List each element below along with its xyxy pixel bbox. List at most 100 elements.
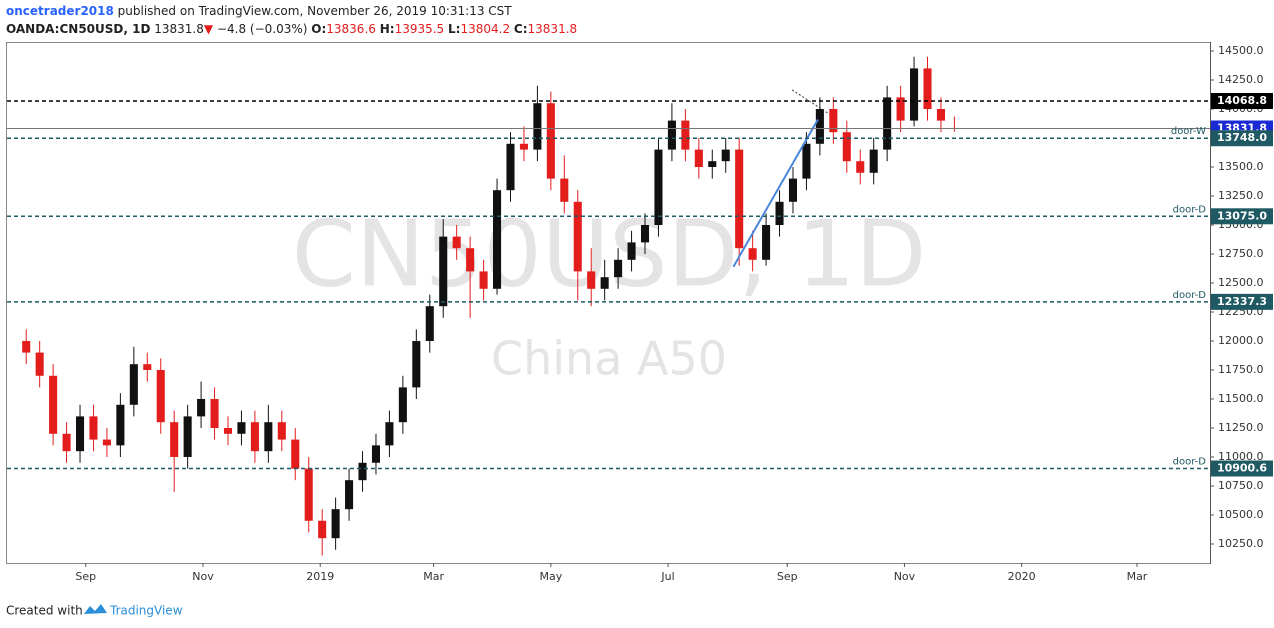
x-tick-label: Nov <box>192 570 214 583</box>
candle-body <box>102 439 111 446</box>
x-tick-label: Sep <box>75 570 96 583</box>
candle-body <box>277 422 286 440</box>
y-tick-label: 14500.0 <box>1218 44 1264 57</box>
candle-body <box>412 340 421 388</box>
change: −4.8 (−0.03%) <box>216 22 308 36</box>
candle-body <box>627 242 636 260</box>
y-tick-label: 11000.0 <box>1218 450 1264 463</box>
candle-body <box>573 201 582 272</box>
candle-body <box>197 398 206 417</box>
level-tag-label: 12337.3 <box>1217 295 1267 308</box>
candle-body <box>735 149 744 249</box>
candle-body <box>681 120 690 150</box>
candle-body <box>883 97 892 150</box>
footer-created: Created with <box>6 604 83 618</box>
candle-body <box>358 462 367 481</box>
close: 13831.8 <box>527 22 578 36</box>
level-tag <box>1211 93 1273 110</box>
author: oncetrader2018 <box>6 4 114 18</box>
candle-body <box>210 398 219 428</box>
candle-body <box>425 306 434 341</box>
footer-brand: TradingView <box>109 604 183 618</box>
low: 13804.2 <box>460 22 511 36</box>
candle-body <box>614 259 623 278</box>
x-tick-label: Mar <box>1127 570 1148 583</box>
candle-body <box>694 149 703 167</box>
candle-body <box>493 190 502 289</box>
x-tick-label: Jul <box>660 570 674 583</box>
published: published on TradingView.com, November 2… <box>117 4 512 18</box>
candle-body <box>345 480 354 510</box>
candle-body <box>371 445 381 463</box>
y-tick-label: 10750.0 <box>1218 479 1264 492</box>
candle-body <box>506 143 515 191</box>
header-line: oncetrader2018 published on TradingView.… <box>6 4 512 18</box>
symbol-line: OANDA:CN50USD, 1D 13831.8▼ −4.8 (−0.03%)… <box>6 22 577 36</box>
watermark-sub: China A50 <box>491 332 727 386</box>
level-tag-label: 13748.0 <box>1217 131 1267 144</box>
y-tick-label: 13250.0 <box>1218 189 1264 202</box>
candle-body <box>237 422 246 434</box>
level-name: door-D <box>1173 457 1207 468</box>
candle-body <box>856 161 865 173</box>
y-tick-label: 11250.0 <box>1218 421 1264 434</box>
candle-body <box>156 369 165 423</box>
x-tick-label: Mar <box>423 570 444 583</box>
candle-body <box>75 416 85 452</box>
open: 13836.6 <box>326 22 376 36</box>
candle-body <box>775 201 784 225</box>
candle-body <box>466 248 475 272</box>
candle-body <box>223 427 233 434</box>
candle-body <box>439 236 448 307</box>
candle-body <box>89 416 98 440</box>
candle-body <box>452 236 461 249</box>
candle-body <box>842 132 851 162</box>
candle-body <box>129 364 138 405</box>
level-tag-label: 13075.0 <box>1217 209 1267 222</box>
candle-body <box>640 224 650 243</box>
h-label: H: <box>379 22 395 36</box>
level-tag <box>1211 208 1273 225</box>
candle-body <box>116 404 125 446</box>
watermark: CN50USD, 1D <box>292 200 927 307</box>
y-tick-label: 10250.0 <box>1218 537 1264 550</box>
level-name: door-D <box>1173 290 1207 301</box>
level-tag <box>1211 460 1273 477</box>
high: 13935.5 <box>394 22 445 36</box>
candle-body <box>398 387 407 423</box>
candle-body <box>815 109 824 144</box>
candle-body <box>183 416 192 457</box>
candle-body <box>533 103 542 150</box>
candle-body <box>923 68 932 110</box>
candle-body <box>802 143 811 179</box>
level-tag <box>1211 293 1273 310</box>
candle-body <box>721 149 730 162</box>
candle-body <box>250 422 259 452</box>
x-tick-label: 2020 <box>1008 570 1036 583</box>
x-tick-label: May <box>539 570 562 583</box>
candle-body <box>62 433 71 452</box>
candle-body <box>331 509 340 539</box>
candle-body <box>291 439 300 469</box>
candle-body <box>896 97 905 121</box>
symbol: OANDA:CN50USD, 1D <box>6 22 151 36</box>
candle-body <box>600 277 609 289</box>
candle-body <box>762 224 771 260</box>
o-label: O: <box>311 22 327 36</box>
candle-body <box>35 352 44 376</box>
candle-body <box>708 161 717 167</box>
candle-body <box>587 271 596 289</box>
last-price: 13831.8 <box>154 22 204 36</box>
c-label: C: <box>513 22 528 36</box>
level-name: door-D <box>1173 204 1207 215</box>
y-tick-label: 11750.0 <box>1218 363 1264 376</box>
candle-body <box>318 520 327 539</box>
candle-body <box>829 109 838 133</box>
candle-body <box>667 120 676 150</box>
y-tick-label: 12000.0 <box>1218 334 1264 347</box>
level-tag <box>1211 130 1273 147</box>
y-tick-label: 11500.0 <box>1218 392 1264 405</box>
candle-body <box>304 468 313 521</box>
